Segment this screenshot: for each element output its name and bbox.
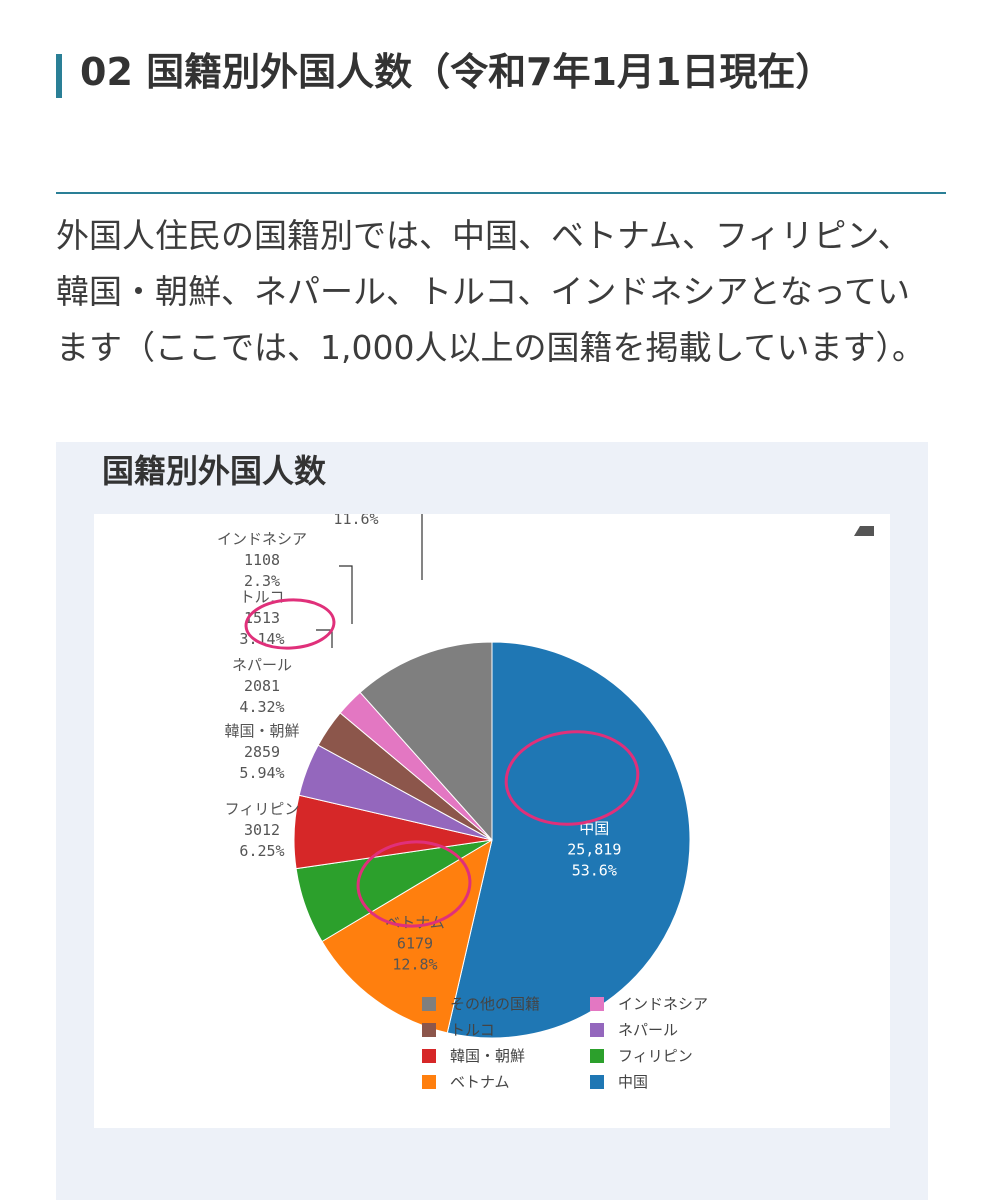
legend-label-4: 韓国・朝鮮 xyxy=(450,1047,525,1065)
highlight-circle-china xyxy=(504,730,640,826)
pie-slice-0 xyxy=(446,641,691,1039)
legend-label-2: トルコ xyxy=(450,1021,495,1039)
slice-label-1: ベトナム 6179 12.8% xyxy=(385,914,445,974)
legend-label-3: ネパール xyxy=(618,1021,678,1039)
legend-label-7: 中国 xyxy=(618,1073,648,1091)
slice-label-6: インドネシア 1108 2.3% xyxy=(217,530,307,590)
section-header: 02 国籍別外国人数（令和7年1月1日現在） xyxy=(56,40,946,194)
legend-swatch-2 xyxy=(422,1023,436,1037)
legend-label-1: インドネシア xyxy=(618,995,708,1013)
section-title: 02 国籍別外国人数（令和7年1月1日現在） xyxy=(80,50,834,94)
pie-slice-7 xyxy=(359,641,493,842)
legend-swatch-7 xyxy=(590,1075,604,1089)
pie-chart: 中国 25,819 53.6% ベトナム 6179 12.8% フィリピン 3012 6.25%… xyxy=(217,514,874,1091)
pie-slice-1 xyxy=(321,838,493,1034)
legend-label-6: ベトナム xyxy=(450,1073,510,1091)
legend-swatch-1 xyxy=(590,997,604,1011)
legend-label-5: フィリピン xyxy=(618,1047,693,1065)
intro-paragraph: 外国人住民の国籍別では、中国、ベトナム、フィリピン、韓国・朝鮮、ネパール、トルコ… xyxy=(56,216,925,367)
header-accent-bar xyxy=(56,54,62,98)
highlight-circle-turkey xyxy=(244,598,336,650)
slice-label-3: 韓国・朝鮮 2859 5.94% xyxy=(224,722,299,782)
slice-label-7: 11.6% xyxy=(333,514,378,528)
chart-panel: 国籍別外国人数 中国 25,819 53.6% ベトナム 6179 12.8% フィリピン 3… xyxy=(56,442,928,1200)
highlight-circle-vietnam xyxy=(356,840,472,928)
toolbar-icon xyxy=(854,526,874,536)
slice-label-0: 中国 25,819 53.6% xyxy=(567,820,621,880)
chart-area: 中国 25,819 53.6% ベトナム 6179 12.8% フィリピン 3012 6.25%… xyxy=(94,514,890,1128)
leader-line-indonesia xyxy=(339,565,353,624)
slice-label-2: フィリピン 3012 6.25% xyxy=(225,800,300,860)
legend-label-0: その他の国籍 xyxy=(450,995,540,1013)
slice-label-5: トルコ 1513 3.14% xyxy=(239,588,284,648)
slice-label-4: ネパール 2081 4.32% xyxy=(232,656,292,716)
chart-title: 国籍別外国人数 xyxy=(102,452,327,490)
legend-swatch-6 xyxy=(422,1075,436,1089)
legend-swatch-5 xyxy=(590,1049,604,1063)
legend-swatch-4 xyxy=(422,1049,436,1063)
legend-swatch-0 xyxy=(422,997,436,1011)
legend-swatch-3 xyxy=(590,1023,604,1037)
